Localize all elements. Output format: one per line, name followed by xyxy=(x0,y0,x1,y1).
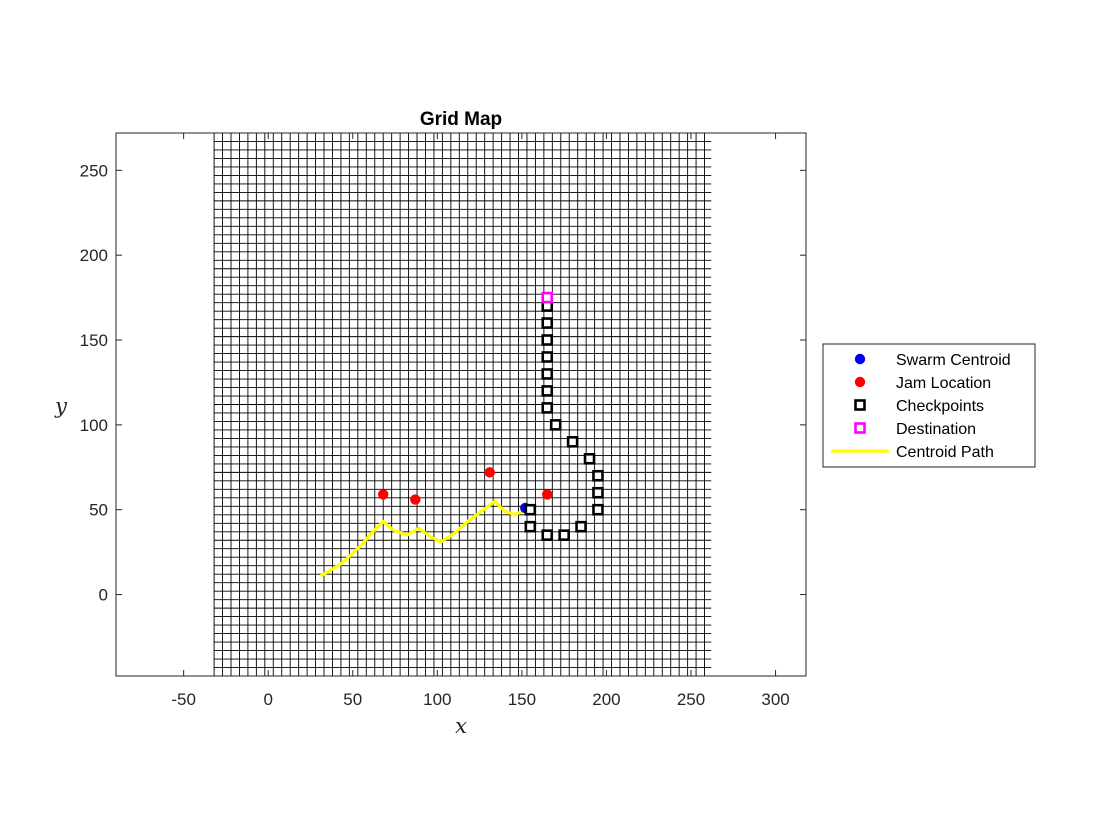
checkpoint-point xyxy=(541,334,554,346)
checkpoint-point xyxy=(541,351,554,363)
checkpoint-point xyxy=(583,452,596,465)
checkpoint-point xyxy=(541,317,554,329)
x-tick-label: 250 xyxy=(677,690,705,709)
x-axis-label: x xyxy=(455,714,467,738)
checkpoint-point xyxy=(524,503,537,516)
x-tick-label: 100 xyxy=(423,690,451,709)
y-tick-label: 200 xyxy=(80,246,108,265)
legend-swatch-swarm-centroid xyxy=(854,353,866,365)
legend-label-checkpoints: Checkpoints xyxy=(896,398,984,415)
destination-point xyxy=(541,291,554,304)
x-tick-label: 150 xyxy=(508,690,536,709)
y-tick-label: 250 xyxy=(80,161,108,180)
checkpoint-point xyxy=(592,503,604,516)
checkpoint-point xyxy=(566,436,579,448)
legend: Swarm Centroid Jam Location Checkpoints Des… xyxy=(822,343,1036,468)
x-tick-label: 50 xyxy=(343,690,362,709)
jam-location-point xyxy=(410,494,421,505)
y-tick-label: 50 xyxy=(89,501,108,520)
checkpoint-point xyxy=(541,368,554,380)
grid-cell-lines xyxy=(213,132,712,677)
plot-area-border xyxy=(115,132,807,677)
checkpoint-point xyxy=(592,469,604,482)
legend-label-swarm-centroid: Swarm Centroid xyxy=(896,352,1011,369)
jam-location-point xyxy=(542,489,553,500)
jam-location-point xyxy=(378,489,389,500)
legend-label-destination: Destination xyxy=(896,421,976,438)
axis-ticks: -50 0 50 100 150 200 250 300 0 50 100 150 200 250 xyxy=(80,133,806,709)
markers-layer xyxy=(378,291,604,541)
x-tick-label: 200 xyxy=(592,690,620,709)
y-tick-label: 0 xyxy=(99,586,108,605)
centroid-path-line xyxy=(319,499,527,578)
checkpoint-point xyxy=(524,520,537,533)
checkpoint-point xyxy=(549,419,562,431)
jam-location-point xyxy=(484,467,495,478)
checkpoint-point xyxy=(558,529,570,541)
grid-lines xyxy=(213,132,712,677)
checkpoint-point xyxy=(541,385,554,397)
chart-title: Grid Map xyxy=(420,109,502,130)
y-axis-label: y xyxy=(54,394,68,418)
legend-swatch-checkpoints xyxy=(854,399,866,411)
legend-swatch-destination xyxy=(854,422,866,434)
x-tick-label: 300 xyxy=(761,690,789,709)
checkpoint-point xyxy=(592,486,604,499)
centroid-path-layer xyxy=(319,499,527,578)
x-tick-label: -50 xyxy=(171,690,196,709)
checkpoint-point xyxy=(575,520,587,533)
y-tick-label: 100 xyxy=(80,416,108,435)
x-tick-label: 0 xyxy=(263,690,272,709)
y-tick-label: 150 xyxy=(80,331,108,350)
legend-label-jam-location: Jam Location xyxy=(896,375,991,392)
checkpoint-point xyxy=(541,529,554,541)
legend-swatch-jam-location xyxy=(854,376,866,388)
legend-label-centroid-path: Centroid Path xyxy=(896,444,994,461)
checkpoint-point xyxy=(541,402,554,414)
